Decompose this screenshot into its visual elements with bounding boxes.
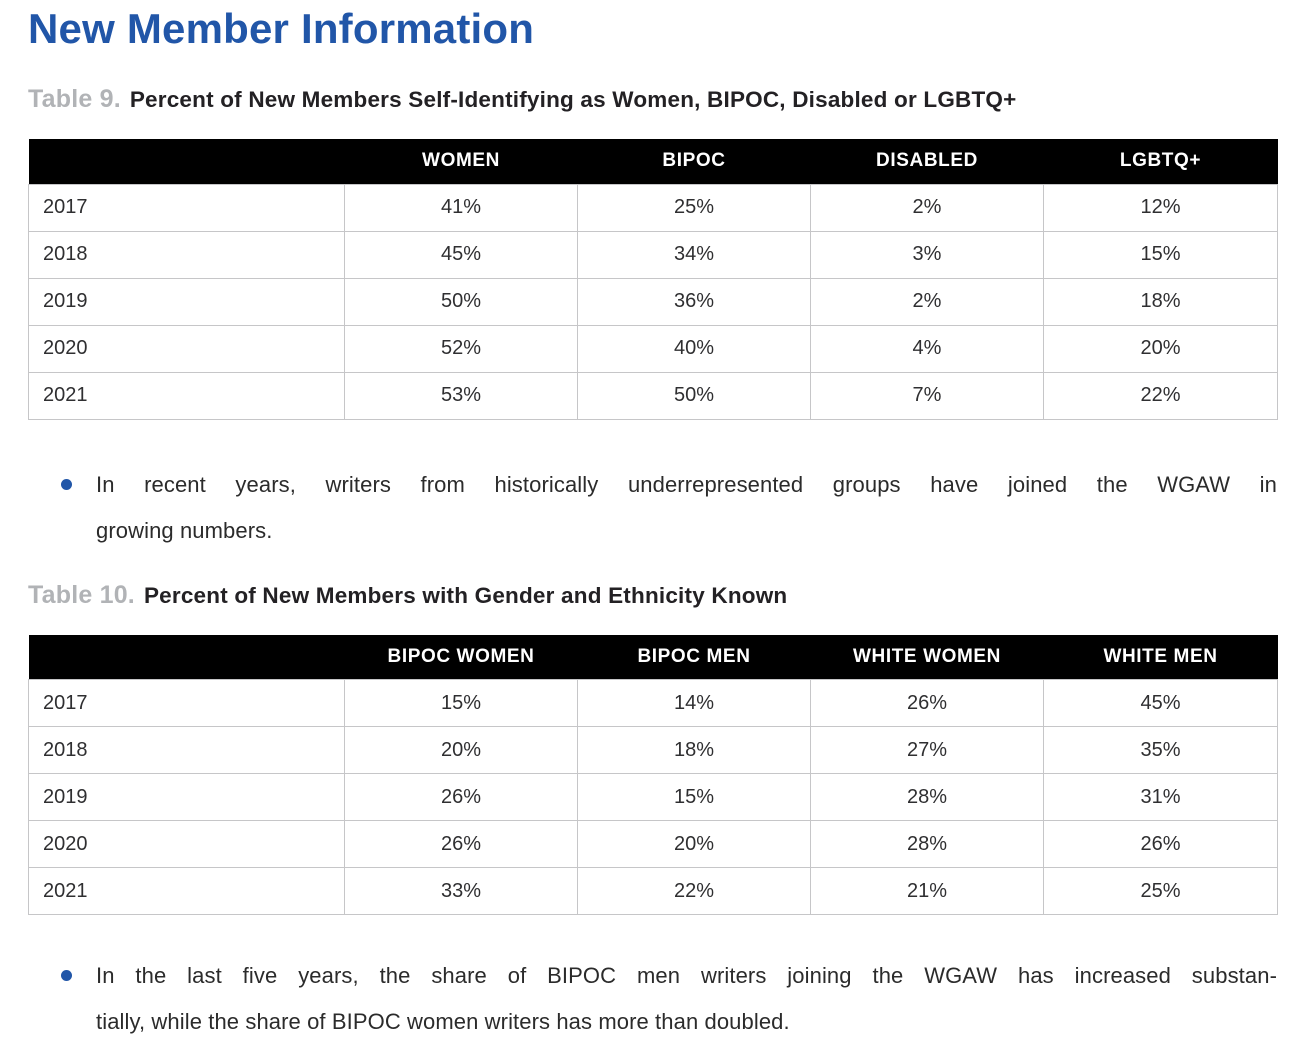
value-cell: 28%: [810, 773, 1044, 821]
table9-caption-text: Percent of New Members Self-Identifying …: [129, 87, 1017, 112]
value-cell: 15%: [1043, 230, 1278, 279]
table10-caption: Table 10. Percent of New Members with Gen…: [28, 580, 1277, 614]
value-cell: 53%: [344, 371, 578, 420]
value-cell: 26%: [344, 820, 578, 868]
year-cell: 2018: [28, 230, 345, 279]
table-row: 2021 33% 22% 21% 25%: [28, 867, 1278, 915]
value-cell: 22%: [1043, 371, 1278, 420]
value-cell: 50%: [577, 371, 811, 420]
value-cell: 27%: [810, 726, 1044, 774]
value-cell: 2%: [810, 277, 1044, 326]
table-row: 2017 15% 14% 26% 45%: [28, 679, 1278, 727]
table-row: 2021 53% 50% 7% 22%: [28, 371, 1278, 420]
table-row: 2017 41% 25% 2% 12%: [28, 183, 1278, 232]
bullet-line: tially, while the share of BIPOC women w…: [96, 1009, 790, 1034]
value-cell: 18%: [1043, 277, 1278, 326]
table9-col-header: LGBTQ+: [1043, 139, 1278, 184]
value-cell: 45%: [1043, 679, 1278, 727]
value-cell: 45%: [344, 230, 578, 279]
value-cell: 36%: [577, 277, 811, 326]
year-cell: 2019: [28, 277, 345, 326]
year-cell: 2021: [28, 371, 345, 420]
value-cell: 12%: [1043, 183, 1278, 232]
value-cell: 31%: [1043, 773, 1278, 821]
value-cell: 26%: [1043, 820, 1278, 868]
value-cell: 25%: [1043, 867, 1278, 915]
table10-label: Table 10.: [28, 580, 135, 609]
table10-col-header: WHITE MEN: [1043, 634, 1278, 680]
table9-col-header: WOMEN: [344, 139, 578, 184]
bullet-line: In recent years, writers from historical…: [96, 471, 1277, 497]
table10-header-row: BIPOC WOMEN BIPOC MEN WHITE WOMEN WHITE …: [28, 634, 1278, 680]
bullet-line: In the last five years, the share of BIP…: [96, 963, 1277, 988]
value-cell: 34%: [577, 230, 811, 279]
value-cell: 2%: [810, 183, 1044, 232]
value-cell: 15%: [344, 679, 578, 727]
table-row: 2019 50% 36% 2% 18%: [28, 277, 1278, 326]
page-title: New Member Information: [28, 5, 535, 52]
bullet-text: In recent years, writers from historical…: [96, 462, 1277, 554]
table-row: 2020 26% 20% 28% 26%: [28, 820, 1278, 868]
bullet-line: growing numbers.: [96, 517, 273, 543]
value-cell: 40%: [577, 324, 811, 373]
table10: BIPOC WOMEN BIPOC MEN WHITE WOMEN WHITE …: [28, 634, 1278, 915]
value-cell: 22%: [577, 867, 811, 915]
year-cell: 2021: [28, 867, 345, 915]
value-cell: 21%: [810, 867, 1044, 915]
value-cell: 33%: [344, 867, 578, 915]
table-row: 2018 45% 34% 3% 15%: [28, 230, 1278, 279]
bullet-item: In the last five years, the share of BIP…: [28, 953, 1277, 1045]
table10-col-header: WHITE WOMEN: [810, 634, 1044, 680]
value-cell: 28%: [810, 820, 1044, 868]
value-cell: 35%: [1043, 726, 1278, 774]
year-cell: 2020: [28, 324, 345, 373]
table9-col-header: BIPOC: [577, 139, 811, 184]
table-row: 2019 26% 15% 28% 31%: [28, 773, 1278, 821]
bullet-icon: [61, 478, 72, 490]
table10-col-header: BIPOC WOMEN: [344, 634, 578, 680]
bullet-text: In the last five years, the share of BIP…: [96, 953, 1277, 1045]
table10-corner-cell: [28, 634, 345, 680]
year-cell: 2018: [28, 726, 345, 774]
value-cell: 50%: [344, 277, 578, 326]
table10-col-header: BIPOC MEN: [577, 634, 811, 680]
year-cell: 2020: [28, 820, 345, 868]
table9: WOMEN BIPOC DISABLED LGBTQ+ 2017 41% 25%…: [28, 139, 1278, 420]
value-cell: 20%: [577, 820, 811, 868]
value-cell: 52%: [344, 324, 578, 373]
value-cell: 7%: [810, 371, 1044, 420]
table9-corner-cell: [28, 139, 345, 184]
value-cell: 26%: [810, 679, 1044, 727]
table9-label: Table 9.: [28, 85, 121, 113]
value-cell: 26%: [344, 773, 578, 821]
value-cell: 20%: [344, 726, 578, 774]
table9-header-row: WOMEN BIPOC DISABLED LGBTQ+: [28, 139, 1278, 184]
bullet-item: In recent years, writers from historical…: [28, 462, 1277, 554]
value-cell: 3%: [810, 230, 1044, 279]
value-cell: 14%: [577, 679, 811, 727]
table9-col-header: DISABLED: [810, 139, 1044, 184]
bullet-icon: [61, 970, 72, 981]
year-cell: 2019: [28, 773, 345, 821]
year-cell: 2017: [28, 183, 345, 232]
table-row: 2018 20% 18% 27% 35%: [28, 726, 1278, 774]
value-cell: 4%: [810, 324, 1044, 373]
table10-caption-text: Percent of New Members with Gender and E…: [143, 582, 788, 608]
table-row: 2020 52% 40% 4% 20%: [28, 324, 1278, 373]
table9-caption: Table 9. Percent of New Members Self-Iden…: [28, 84, 1277, 118]
year-cell: 2017: [28, 679, 345, 727]
value-cell: 20%: [1043, 324, 1278, 373]
value-cell: 18%: [577, 726, 811, 774]
value-cell: 25%: [577, 183, 811, 232]
value-cell: 15%: [577, 773, 811, 821]
value-cell: 41%: [344, 183, 578, 232]
